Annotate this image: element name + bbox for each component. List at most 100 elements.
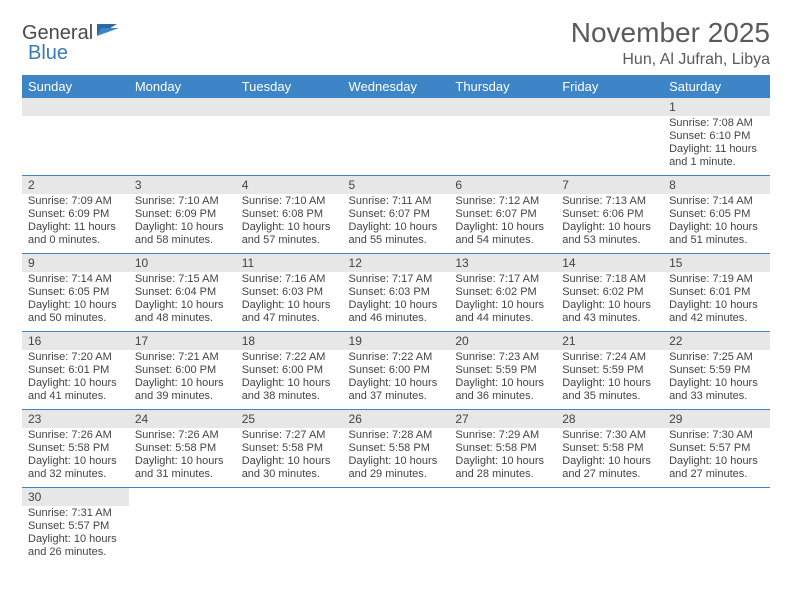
day-number-empty (129, 488, 236, 506)
sunset-text: Sunset: 6:05 PM (28, 286, 123, 299)
day-details: Sunrise: 7:26 AMSunset: 5:58 PMDaylight:… (22, 428, 129, 483)
daylight-text: Daylight: 10 hours and 33 minutes. (669, 377, 764, 403)
day-number: 8 (663, 176, 770, 194)
day-number-empty (129, 98, 236, 116)
daylight-text: Daylight: 10 hours and 41 minutes. (28, 377, 123, 403)
sunrise-text: Sunrise: 7:16 AM (242, 273, 337, 286)
calendar-day: 11Sunrise: 7:16 AMSunset: 6:03 PMDayligh… (236, 254, 343, 332)
day-number: 30 (22, 488, 129, 506)
sunset-text: Sunset: 5:58 PM (562, 442, 657, 455)
day-number-empty (663, 488, 770, 506)
day-details: Sunrise: 7:14 AMSunset: 6:05 PMDaylight:… (663, 194, 770, 249)
calendar-body: 1Sunrise: 7:08 AMSunset: 6:10 PMDaylight… (22, 98, 770, 566)
day-number: 11 (236, 254, 343, 272)
day-details: Sunrise: 7:24 AMSunset: 5:59 PMDaylight:… (556, 350, 663, 405)
day-number: 20 (449, 332, 556, 350)
sunrise-text: Sunrise: 7:09 AM (28, 195, 123, 208)
sunrise-text: Sunrise: 7:26 AM (135, 429, 230, 442)
sunset-text: Sunset: 6:05 PM (669, 208, 764, 221)
day-details: Sunrise: 7:27 AMSunset: 5:58 PMDaylight:… (236, 428, 343, 483)
sunrise-text: Sunrise: 7:15 AM (135, 273, 230, 286)
calendar-day: 2Sunrise: 7:09 AMSunset: 6:09 PMDaylight… (22, 176, 129, 254)
sunrise-text: Sunrise: 7:21 AM (135, 351, 230, 364)
daylight-text: Daylight: 10 hours and 51 minutes. (669, 221, 764, 247)
calendar-page: General November 2025 Hun, Al Jufrah, Li… (0, 0, 792, 576)
day-number-empty (449, 98, 556, 116)
sunset-text: Sunset: 5:59 PM (455, 364, 550, 377)
calendar-day: 14Sunrise: 7:18 AMSunset: 6:02 PMDayligh… (556, 254, 663, 332)
calendar-day: 4Sunrise: 7:10 AMSunset: 6:08 PMDaylight… (236, 176, 343, 254)
day-number-empty (236, 488, 343, 506)
sunrise-text: Sunrise: 7:14 AM (669, 195, 764, 208)
calendar-day-empty (22, 98, 129, 176)
logo: General (22, 18, 123, 45)
flag-icon (95, 20, 123, 40)
sunset-text: Sunset: 6:00 PM (242, 364, 337, 377)
day-details: Sunrise: 7:11 AMSunset: 6:07 PMDaylight:… (343, 194, 450, 249)
day-details: Sunrise: 7:09 AMSunset: 6:09 PMDaylight:… (22, 194, 129, 249)
sunrise-text: Sunrise: 7:23 AM (455, 351, 550, 364)
day-details: Sunrise: 7:22 AMSunset: 6:00 PMDaylight:… (236, 350, 343, 405)
calendar-day: 5Sunrise: 7:11 AMSunset: 6:07 PMDaylight… (343, 176, 450, 254)
sunrise-text: Sunrise: 7:29 AM (455, 429, 550, 442)
day-details: Sunrise: 7:15 AMSunset: 6:04 PMDaylight:… (129, 272, 236, 327)
day-number-empty (556, 98, 663, 116)
day-details: Sunrise: 7:13 AMSunset: 6:06 PMDaylight:… (556, 194, 663, 249)
sunset-text: Sunset: 6:07 PM (349, 208, 444, 221)
calendar-day-empty (449, 98, 556, 176)
day-number: 28 (556, 410, 663, 428)
sunset-text: Sunset: 6:10 PM (669, 130, 764, 143)
day-number: 18 (236, 332, 343, 350)
calendar-day: 16Sunrise: 7:20 AMSunset: 6:01 PMDayligh… (22, 332, 129, 410)
sunrise-text: Sunrise: 7:22 AM (349, 351, 444, 364)
sunrise-text: Sunrise: 7:12 AM (455, 195, 550, 208)
calendar-day-empty (556, 488, 663, 566)
sunset-text: Sunset: 5:58 PM (455, 442, 550, 455)
day-header: Tuesday (236, 75, 343, 98)
day-details: Sunrise: 7:21 AMSunset: 6:00 PMDaylight:… (129, 350, 236, 405)
daylight-text: Daylight: 10 hours and 39 minutes. (135, 377, 230, 403)
calendar-day-empty (449, 488, 556, 566)
calendar-day: 9Sunrise: 7:14 AMSunset: 6:05 PMDaylight… (22, 254, 129, 332)
sunrise-text: Sunrise: 7:20 AM (28, 351, 123, 364)
daylight-text: Daylight: 10 hours and 44 minutes. (455, 299, 550, 325)
daylight-text: Daylight: 10 hours and 42 minutes. (669, 299, 764, 325)
calendar-day: 13Sunrise: 7:17 AMSunset: 6:02 PMDayligh… (449, 254, 556, 332)
calendar-day: 28Sunrise: 7:30 AMSunset: 5:58 PMDayligh… (556, 410, 663, 488)
calendar-week: 30Sunrise: 7:31 AMSunset: 5:57 PMDayligh… (22, 488, 770, 566)
sunset-text: Sunset: 6:00 PM (135, 364, 230, 377)
daylight-text: Daylight: 10 hours and 31 minutes. (135, 455, 230, 481)
sunrise-text: Sunrise: 7:11 AM (349, 195, 444, 208)
day-number: 2 (22, 176, 129, 194)
sunset-text: Sunset: 5:58 PM (242, 442, 337, 455)
day-number: 12 (343, 254, 450, 272)
day-number: 26 (343, 410, 450, 428)
day-number: 15 (663, 254, 770, 272)
daylight-text: Daylight: 10 hours and 57 minutes. (242, 221, 337, 247)
day-number-empty (236, 98, 343, 116)
sunset-text: Sunset: 6:03 PM (349, 286, 444, 299)
calendar-day: 23Sunrise: 7:26 AMSunset: 5:58 PMDayligh… (22, 410, 129, 488)
day-details: Sunrise: 7:12 AMSunset: 6:07 PMDaylight:… (449, 194, 556, 249)
sunrise-text: Sunrise: 7:22 AM (242, 351, 337, 364)
calendar-week: 2Sunrise: 7:09 AMSunset: 6:09 PMDaylight… (22, 176, 770, 254)
day-header: Sunday (22, 75, 129, 98)
calendar-day-empty (236, 98, 343, 176)
day-details: Sunrise: 7:29 AMSunset: 5:58 PMDaylight:… (449, 428, 556, 483)
calendar-day: 1Sunrise: 7:08 AMSunset: 6:10 PMDaylight… (663, 98, 770, 176)
day-details: Sunrise: 7:17 AMSunset: 6:03 PMDaylight:… (343, 272, 450, 327)
day-header: Saturday (663, 75, 770, 98)
daylight-text: Daylight: 10 hours and 38 minutes. (242, 377, 337, 403)
day-details: Sunrise: 7:25 AMSunset: 5:59 PMDaylight:… (663, 350, 770, 405)
calendar-day-empty (129, 98, 236, 176)
calendar-day: 10Sunrise: 7:15 AMSunset: 6:04 PMDayligh… (129, 254, 236, 332)
daylight-text: Daylight: 10 hours and 27 minutes. (669, 455, 764, 481)
day-number-empty (449, 488, 556, 506)
day-number: 25 (236, 410, 343, 428)
sunset-text: Sunset: 5:58 PM (135, 442, 230, 455)
calendar-day: 29Sunrise: 7:30 AMSunset: 5:57 PMDayligh… (663, 410, 770, 488)
sunset-text: Sunset: 6:02 PM (455, 286, 550, 299)
calendar-day: 8Sunrise: 7:14 AMSunset: 6:05 PMDaylight… (663, 176, 770, 254)
calendar-day: 12Sunrise: 7:17 AMSunset: 6:03 PMDayligh… (343, 254, 450, 332)
daylight-text: Daylight: 10 hours and 53 minutes. (562, 221, 657, 247)
